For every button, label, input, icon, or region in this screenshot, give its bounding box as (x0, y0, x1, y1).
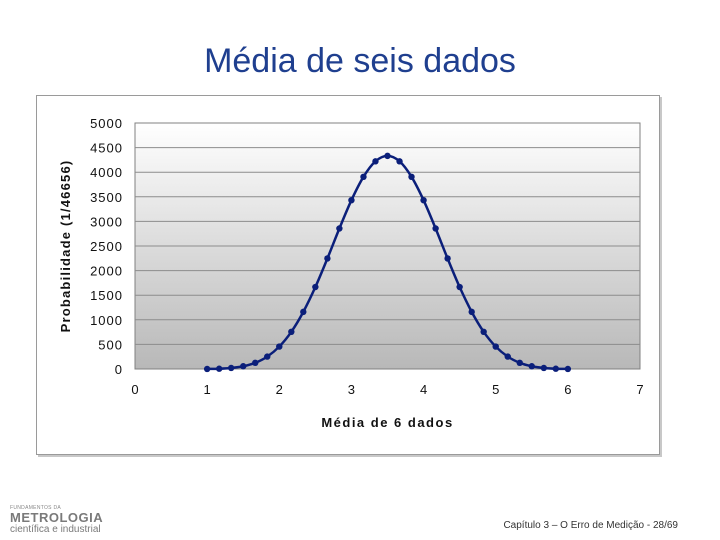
data-point (252, 359, 259, 367)
data-point (312, 283, 319, 291)
data-point (420, 196, 427, 204)
y-tick-label: 2500 (90, 239, 123, 254)
chart-frame: 0 500 1000 1500 2000 2500 3000 3500 4000 4500 5000… (36, 95, 660, 455)
y-tick-label: 0 (115, 362, 123, 377)
data-point (324, 255, 331, 262)
data-point (396, 158, 403, 165)
logo-main-text: METROLOGIA (10, 510, 104, 525)
x-tick-label: 5 (492, 382, 499, 397)
x-axis-label: Média de 6 dados (321, 415, 453, 430)
data-point (203, 365, 211, 373)
y-tick-label: 2000 (90, 264, 123, 279)
data-point (564, 365, 572, 373)
data-point (468, 308, 475, 316)
data-point (432, 225, 439, 232)
x-tick-label: 6 (564, 382, 571, 397)
data-point (516, 359, 523, 367)
data-point (300, 308, 307, 316)
data-point (336, 225, 343, 232)
slide-footer: Capítulo 3 – O Erro de Medição - 28/69 (503, 520, 678, 531)
y-tick-label: 1500 (90, 288, 123, 303)
data-point (492, 343, 499, 350)
logo-sub-text: científica e industrial (10, 524, 101, 535)
y-tick-label: 4500 (90, 141, 123, 156)
data-point (480, 328, 487, 336)
data-point (528, 363, 535, 370)
data-point (288, 328, 295, 336)
data-point (215, 365, 223, 372)
x-tick-label: 0 (131, 382, 138, 397)
data-point (264, 353, 271, 360)
slide-title: Média de seis dados (204, 42, 516, 80)
data-point (444, 255, 451, 262)
y-tick-label: 4000 (90, 165, 123, 180)
data-point (408, 173, 415, 181)
x-tick-label: 4 (420, 382, 427, 397)
logo-small-text: FUNDAMENTOS DA (10, 505, 62, 511)
metrologia-logo: FUNDAMENTOS DA METROLOGIA científica e i… (10, 505, 103, 535)
probability-chart: 0 500 1000 1500 2000 2500 3000 3500 4000 4500 5000… (58, 116, 644, 430)
x-tick-label: 3 (348, 382, 355, 397)
data-point (360, 173, 367, 181)
data-point (384, 152, 391, 160)
data-point (372, 158, 379, 165)
y-tick-label: 3000 (90, 214, 123, 229)
y-tick-label: 3500 (90, 190, 123, 205)
y-tick-label: 5000 (90, 116, 123, 131)
data-point (552, 365, 560, 372)
data-point (456, 283, 463, 291)
data-point (227, 364, 235, 372)
data-point (348, 196, 355, 204)
y-axis-label: Probabilidade (1/46656) (58, 160, 73, 333)
x-tick-label: 7 (636, 382, 643, 397)
data-point (276, 343, 283, 350)
y-tick-label: 1000 (90, 313, 123, 328)
data-point (540, 364, 548, 372)
x-tick-label: 1 (204, 382, 211, 397)
y-tick-label: 500 (98, 337, 123, 352)
data-point (240, 363, 247, 370)
data-point (504, 353, 511, 360)
x-tick-label: 2 (276, 382, 283, 397)
